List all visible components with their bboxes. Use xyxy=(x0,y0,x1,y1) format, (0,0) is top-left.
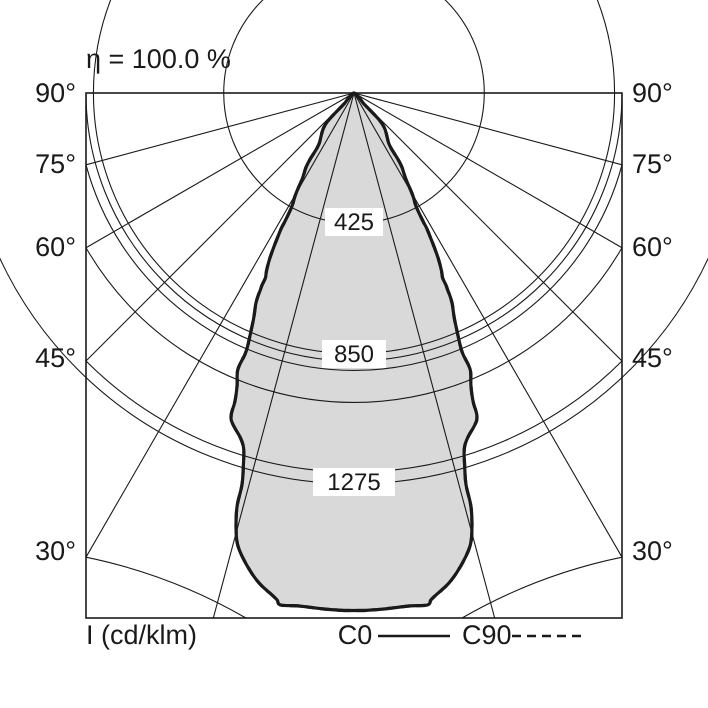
svg-text:75°: 75° xyxy=(632,149,673,179)
svg-text:60°: 60° xyxy=(632,232,673,262)
svg-text:60°: 60° xyxy=(35,232,76,262)
svg-text:η = 100.0 %: η = 100.0 % xyxy=(86,44,231,74)
svg-text:1275: 1275 xyxy=(327,469,380,496)
svg-text:45°: 45° xyxy=(35,343,76,373)
svg-text:90°: 90° xyxy=(632,78,673,108)
svg-text:45°: 45° xyxy=(632,343,673,373)
svg-text:C0: C0 xyxy=(338,620,373,650)
svg-text:30°: 30° xyxy=(35,536,76,566)
svg-text:C90: C90 xyxy=(462,620,512,650)
svg-text:30°: 30° xyxy=(632,536,673,566)
svg-text:I (cd/klm): I (cd/klm) xyxy=(86,620,197,650)
svg-text:850: 850 xyxy=(334,341,374,368)
svg-text:425: 425 xyxy=(334,209,374,236)
svg-text:75°: 75° xyxy=(35,149,76,179)
svg-text:90°: 90° xyxy=(35,78,76,108)
